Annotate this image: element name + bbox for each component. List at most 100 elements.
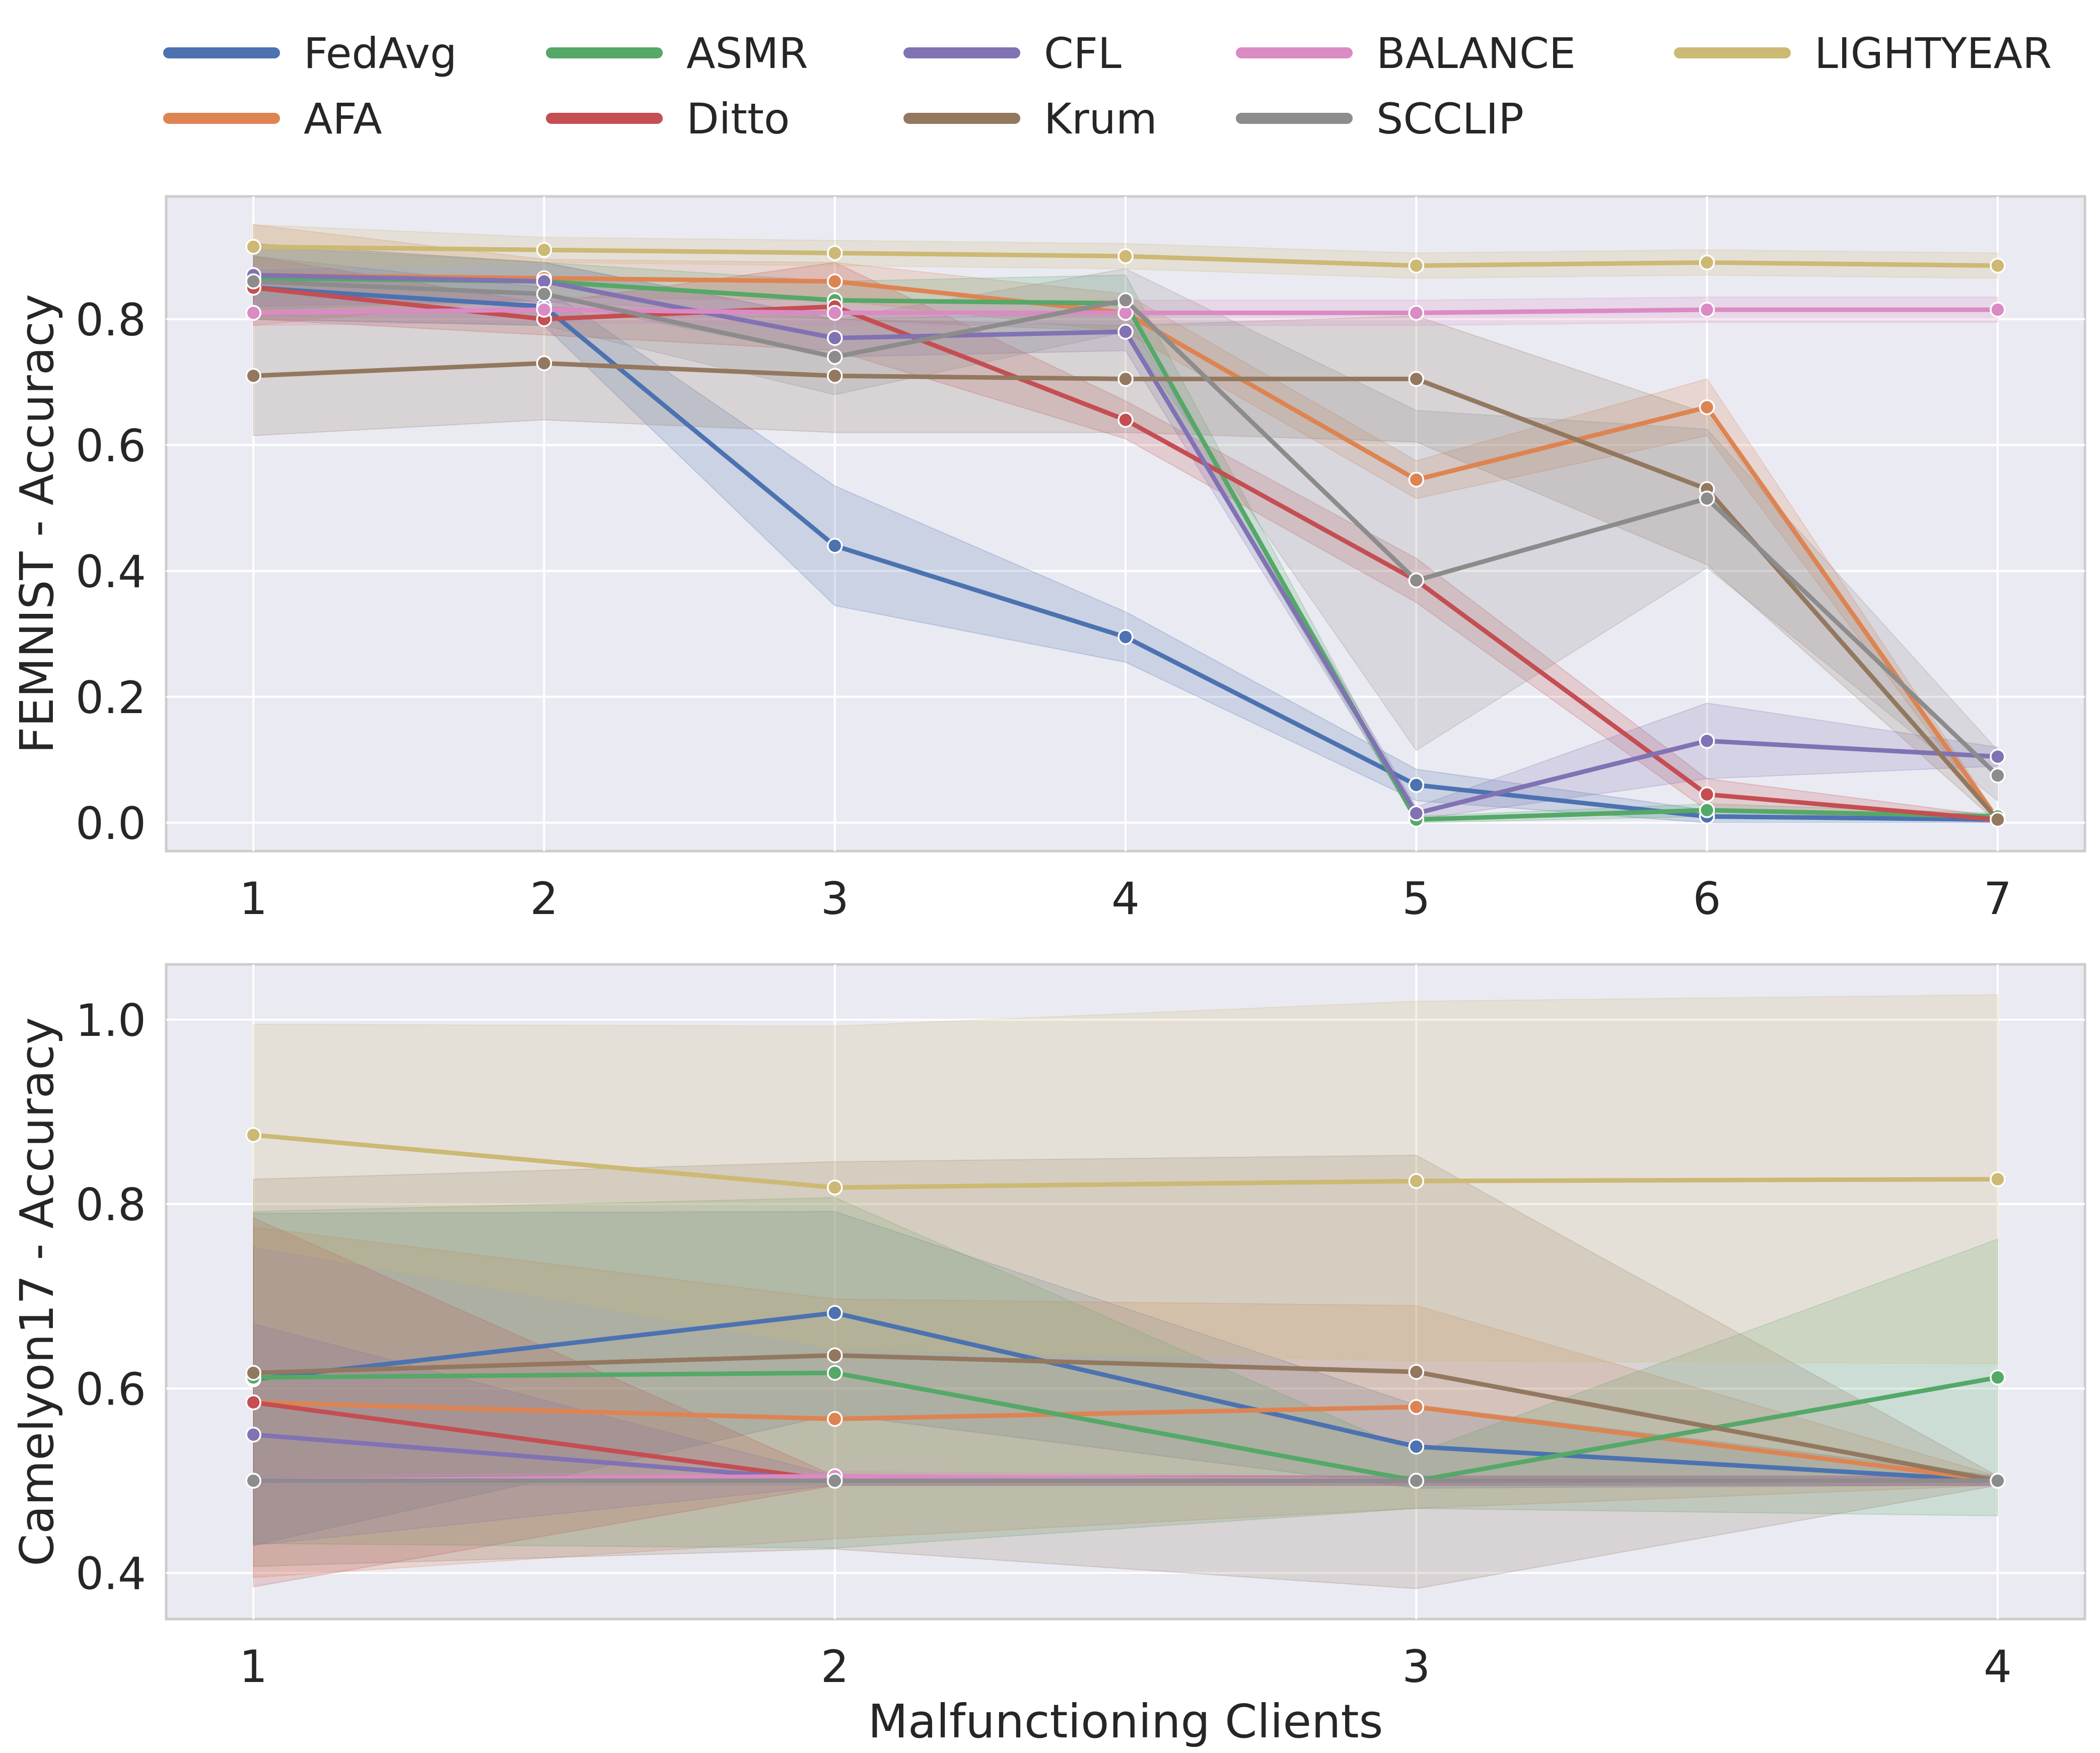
y-tick-label: 0.2 xyxy=(76,672,146,724)
point-krum xyxy=(245,368,261,384)
point-cfl xyxy=(1117,324,1134,340)
x-tick-label: 5 xyxy=(1402,873,1430,925)
legend-label-cfl: CFL xyxy=(1044,29,1122,78)
line-lightyear xyxy=(253,1133,1998,1190)
point-lightyear xyxy=(536,242,552,258)
point-lightyear xyxy=(826,245,843,261)
x-tick-label: 2 xyxy=(530,873,558,925)
plot-area xyxy=(165,963,2086,1621)
femnist-accuracy-chart: 0.0 0.2 0.4 0.6 0.8 1 2 3 4 5 6 7 FEMNIST - Accuracy xyxy=(10,195,2086,925)
point-fedavg xyxy=(1408,1438,1425,1455)
series-scclip xyxy=(245,1472,2006,1489)
point-scclip xyxy=(826,1472,843,1489)
legend-item-krum: Krum xyxy=(903,94,1157,144)
x-axis-label: Malfunctioning Clients xyxy=(868,1695,1383,1748)
point-ditto xyxy=(1699,786,1715,803)
point-scclip xyxy=(1990,767,2006,784)
point-scclip xyxy=(1408,572,1425,589)
point-balance xyxy=(536,302,552,318)
point-afa xyxy=(1699,399,1715,415)
legend-item-fedavg: FedAvg xyxy=(163,29,457,78)
y-axis-label: Camelyon17 - Accuracy xyxy=(10,1017,64,1566)
legend-label-asmr: ASMR xyxy=(686,29,808,78)
x-tick-label: 4 xyxy=(1111,873,1140,925)
x-tick-label: 2 xyxy=(821,1641,849,1693)
confidence-bands xyxy=(253,994,1998,1589)
line-asmr xyxy=(253,1370,1998,1483)
legend-label-afa: AFA xyxy=(304,94,382,144)
point-lightyear xyxy=(1117,248,1134,264)
point-krum xyxy=(536,355,552,371)
point-krum xyxy=(1408,1364,1425,1380)
point-lightyear xyxy=(1408,257,1425,274)
y-tick-label: 0.8 xyxy=(76,294,146,346)
point-afa xyxy=(1408,471,1425,488)
series-krum xyxy=(245,355,2006,828)
point-krum xyxy=(1408,371,1425,387)
point-asmr xyxy=(1699,802,1715,818)
series-cfl xyxy=(245,267,2006,821)
point-scclip xyxy=(826,349,843,365)
x-tick-label: 7 xyxy=(1984,873,2012,925)
point-lightyear xyxy=(1990,257,2006,274)
x-tick-label: 4 xyxy=(1984,1641,2012,1693)
point-balance xyxy=(1699,302,1715,318)
x-tick-label: 3 xyxy=(1402,1641,1430,1693)
point-cfl xyxy=(1990,748,2006,765)
y-axis-label: FEMNIST - Accuracy xyxy=(10,294,64,754)
point-afa xyxy=(826,1411,843,1427)
point-ditto xyxy=(1117,412,1134,428)
point-scclip xyxy=(1990,1472,2006,1489)
x-tick-label: 6 xyxy=(1693,873,1721,925)
legend: FedAvg AFA ASMR Ditto CFL Krum BALANCE SCCLIP LI… xyxy=(163,29,2052,144)
legend-item-balance: BALANCE xyxy=(1236,29,1576,78)
legend-item-asmr: ASMR xyxy=(546,29,808,78)
point-cfl xyxy=(826,330,843,346)
series-balance xyxy=(245,302,2006,321)
point-afa xyxy=(1408,1399,1425,1415)
legend-label-lightyear: LIGHTYEAR xyxy=(1814,29,2052,78)
point-lightyear xyxy=(1699,254,1715,270)
series-lightyear xyxy=(245,239,2006,274)
point-scclip xyxy=(245,1472,261,1489)
y-tick-label: 0.4 xyxy=(76,1548,146,1599)
point-scclip xyxy=(1699,490,1715,507)
point-fedavg xyxy=(1408,777,1425,793)
point-cfl xyxy=(1699,733,1715,749)
y-tick-label: 0.8 xyxy=(76,1179,146,1231)
legend-label-fedavg: FedAvg xyxy=(304,29,457,78)
point-lightyear xyxy=(1990,1171,2006,1187)
legend-label-scclip: SCCLIP xyxy=(1376,94,1524,144)
point-scclip xyxy=(245,273,261,290)
y-tick-label: 1.0 xyxy=(76,995,146,1046)
point-scclip xyxy=(1408,1472,1425,1489)
legend-item-ditto: Ditto xyxy=(546,94,790,144)
x-tick-label: 3 xyxy=(821,873,849,925)
point-fedavg xyxy=(826,1305,843,1321)
line-fedavg xyxy=(253,1310,1998,1483)
point-lightyear xyxy=(1408,1173,1425,1189)
point-afa xyxy=(826,273,843,290)
line-krum xyxy=(253,1353,1998,1483)
y-tick-label: 0.6 xyxy=(76,1363,146,1415)
line-afa xyxy=(253,1400,1998,1483)
point-lightyear xyxy=(245,239,261,255)
point-cfl xyxy=(1408,805,1425,821)
legend-item-lightyear: LIGHTYEAR xyxy=(1674,29,2052,78)
point-cfl xyxy=(245,1427,261,1443)
point-scclip xyxy=(536,286,552,302)
y-tick-label: 0.0 xyxy=(76,798,146,850)
point-krum xyxy=(245,1365,261,1381)
point-fedavg xyxy=(1117,629,1134,645)
x-tick-label: 1 xyxy=(239,873,267,925)
grid xyxy=(166,964,2085,1619)
point-fedavg xyxy=(826,538,843,554)
point-balance xyxy=(1990,302,2006,318)
legend-item-scclip: SCCLIP xyxy=(1236,94,1524,144)
series-lightyear xyxy=(245,1127,2006,1196)
legend-label-balance: BALANCE xyxy=(1376,29,1576,78)
point-lightyear xyxy=(826,1179,843,1196)
point-krum xyxy=(826,1347,843,1364)
point-krum xyxy=(1990,811,2006,828)
